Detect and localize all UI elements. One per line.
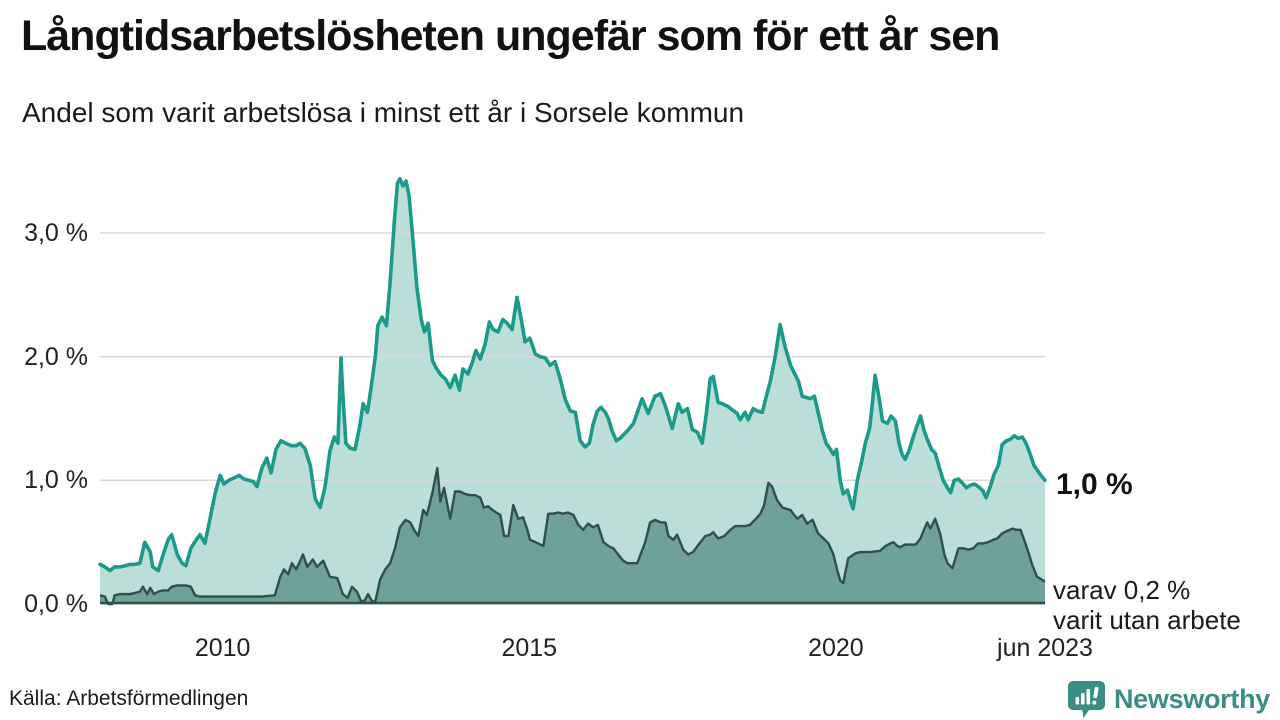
x-tick-label: 2010	[194, 634, 251, 662]
page-title: Långtidsarbetslösheten ungefär som för e…	[21, 12, 1000, 60]
newsworthy-brand: Newsworthy	[1067, 680, 1270, 718]
exclamation-glyph	[1092, 686, 1099, 705]
subset-series-area	[100, 468, 1045, 604]
subset-annotation-line1: varav 0,2 %	[1053, 575, 1191, 605]
subset-series-line	[99, 466, 1046, 606]
y-tick-label: 2,0 %	[24, 342, 88, 371]
page-subtitle: Andel som varit arbetslösa i minst ett å…	[22, 97, 745, 128]
y-tick-label: 3,0 %	[24, 218, 88, 247]
subset-annotation-line2: varit utan arbete	[1053, 605, 1241, 633]
newsworthy-logo-icon	[1067, 681, 1105, 718]
x-tick-label: jun 2023	[997, 634, 1093, 662]
x-tick-label: 2015	[501, 634, 558, 662]
total-series-area	[100, 178, 1045, 604]
x-tick-label: 2020	[808, 634, 864, 662]
bar-chart-glyph	[1075, 689, 1091, 705]
subset-value-annotation: varav 0,2 % varit utan arbete	[1053, 575, 1278, 633]
latest-value-label: 1,0 %	[1056, 468, 1133, 501]
total-series-line	[98, 176, 1047, 573]
newsworthy-wordmark: Newsworthy	[1113, 683, 1270, 714]
source-credit: Källa: Arbetsförmedlingen	[9, 687, 249, 710]
y-tick-label: 1,0 %	[24, 466, 88, 495]
y-tick-label: 0,0 %	[24, 590, 88, 618]
